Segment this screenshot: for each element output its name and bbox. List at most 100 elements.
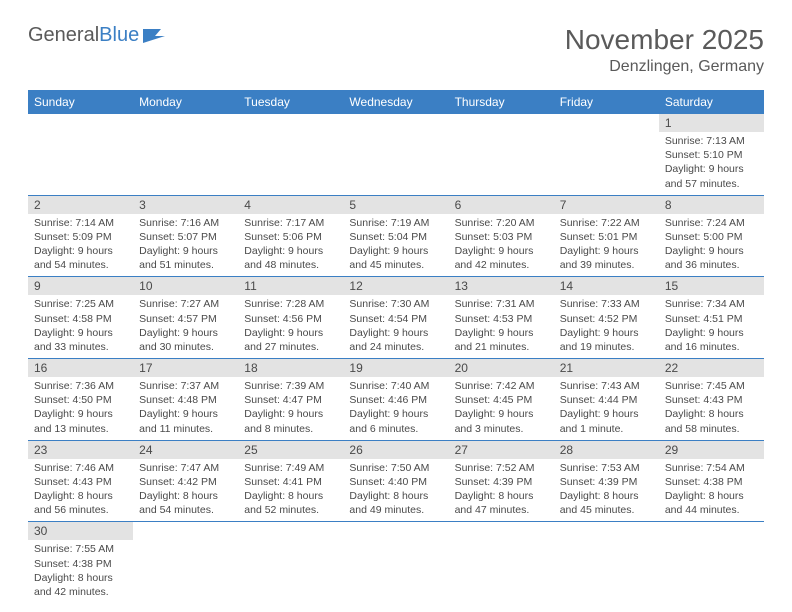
calendar-cell: 21Sunrise: 7:43 AMSunset: 4:44 PMDayligh… — [554, 359, 659, 441]
calendar-cell — [238, 114, 343, 195]
daylight-text: and 13 minutes. — [34, 422, 127, 436]
day-number: 20 — [449, 359, 554, 377]
sunrise-text: Sunrise: 7:43 AM — [560, 379, 653, 393]
day-number: 25 — [238, 441, 343, 459]
calendar-cell: 18Sunrise: 7:39 AMSunset: 4:47 PMDayligh… — [238, 359, 343, 441]
calendar-cell: 12Sunrise: 7:30 AMSunset: 4:54 PMDayligh… — [343, 277, 448, 359]
sunrise-text: Sunrise: 7:19 AM — [349, 216, 442, 230]
calendar-cell: 28Sunrise: 7:53 AMSunset: 4:39 PMDayligh… — [554, 440, 659, 522]
day-info: Sunrise: 7:31 AMSunset: 4:53 PMDaylight:… — [449, 295, 554, 358]
day-number: 15 — [659, 277, 764, 295]
calendar-cell — [659, 522, 764, 603]
sunset-text: Sunset: 4:39 PM — [455, 475, 548, 489]
day-number: 19 — [343, 359, 448, 377]
sunset-text: Sunset: 4:58 PM — [34, 312, 127, 326]
day-info: Sunrise: 7:14 AMSunset: 5:09 PMDaylight:… — [28, 214, 133, 277]
calendar-row: 23Sunrise: 7:46 AMSunset: 4:43 PMDayligh… — [28, 440, 764, 522]
calendar-cell: 23Sunrise: 7:46 AMSunset: 4:43 PMDayligh… — [28, 440, 133, 522]
weekday-header: Wednesday — [343, 90, 448, 114]
sunset-text: Sunset: 4:48 PM — [139, 393, 232, 407]
sunset-text: Sunset: 4:56 PM — [244, 312, 337, 326]
daylight-text: and 56 minutes. — [34, 503, 127, 517]
sunset-text: Sunset: 5:06 PM — [244, 230, 337, 244]
daylight-text: and 8 minutes. — [244, 422, 337, 436]
day-number: 22 — [659, 359, 764, 377]
calendar-row: 30Sunrise: 7:55 AMSunset: 4:38 PMDayligh… — [28, 522, 764, 603]
sunrise-text: Sunrise: 7:46 AM — [34, 461, 127, 475]
sunset-text: Sunset: 4:41 PM — [244, 475, 337, 489]
day-number: 13 — [449, 277, 554, 295]
calendar-cell: 4Sunrise: 7:17 AMSunset: 5:06 PMDaylight… — [238, 195, 343, 277]
calendar-cell: 11Sunrise: 7:28 AMSunset: 4:56 PMDayligh… — [238, 277, 343, 359]
day-number: 27 — [449, 441, 554, 459]
calendar-cell: 25Sunrise: 7:49 AMSunset: 4:41 PMDayligh… — [238, 440, 343, 522]
daylight-text: Daylight: 9 hours — [244, 244, 337, 258]
calendar-cell: 8Sunrise: 7:24 AMSunset: 5:00 PMDaylight… — [659, 195, 764, 277]
day-info: Sunrise: 7:22 AMSunset: 5:01 PMDaylight:… — [554, 214, 659, 277]
daylight-text: Daylight: 9 hours — [139, 244, 232, 258]
weekday-header: Saturday — [659, 90, 764, 114]
daylight-text: and 6 minutes. — [349, 422, 442, 436]
day-info: Sunrise: 7:33 AMSunset: 4:52 PMDaylight:… — [554, 295, 659, 358]
sunset-text: Sunset: 5:09 PM — [34, 230, 127, 244]
day-number: 7 — [554, 196, 659, 214]
daylight-text: and 1 minute. — [560, 422, 653, 436]
sunrise-text: Sunrise: 7:52 AM — [455, 461, 548, 475]
calendar-cell — [238, 522, 343, 603]
day-number: 16 — [28, 359, 133, 377]
sunset-text: Sunset: 4:38 PM — [34, 557, 127, 571]
daylight-text: and 11 minutes. — [139, 422, 232, 436]
day-number: 12 — [343, 277, 448, 295]
sunset-text: Sunset: 5:03 PM — [455, 230, 548, 244]
sunset-text: Sunset: 4:51 PM — [665, 312, 758, 326]
daylight-text: Daylight: 9 hours — [455, 244, 548, 258]
daylight-text: and 54 minutes. — [34, 258, 127, 272]
sunrise-text: Sunrise: 7:22 AM — [560, 216, 653, 230]
day-info: Sunrise: 7:28 AMSunset: 4:56 PMDaylight:… — [238, 295, 343, 358]
calendar-cell — [28, 114, 133, 195]
sunrise-text: Sunrise: 7:42 AM — [455, 379, 548, 393]
weekday-header: Thursday — [449, 90, 554, 114]
sunrise-text: Sunrise: 7:34 AM — [665, 297, 758, 311]
weekday-header: Friday — [554, 90, 659, 114]
daylight-text: Daylight: 9 hours — [560, 326, 653, 340]
sunrise-text: Sunrise: 7:30 AM — [349, 297, 442, 311]
day-number: 10 — [133, 277, 238, 295]
daylight-text: Daylight: 8 hours — [34, 571, 127, 585]
day-number: 3 — [133, 196, 238, 214]
calendar-cell — [133, 522, 238, 603]
calendar-cell — [343, 522, 448, 603]
daylight-text: Daylight: 9 hours — [34, 407, 127, 421]
sunrise-text: Sunrise: 7:25 AM — [34, 297, 127, 311]
calendar-cell: 26Sunrise: 7:50 AMSunset: 4:40 PMDayligh… — [343, 440, 448, 522]
daylight-text: Daylight: 9 hours — [34, 244, 127, 258]
calendar-cell: 24Sunrise: 7:47 AMSunset: 4:42 PMDayligh… — [133, 440, 238, 522]
sunset-text: Sunset: 4:44 PM — [560, 393, 653, 407]
day-info: Sunrise: 7:47 AMSunset: 4:42 PMDaylight:… — [133, 459, 238, 522]
logo: GeneralBlue — [28, 24, 169, 47]
daylight-text: and 16 minutes. — [665, 340, 758, 354]
sunrise-text: Sunrise: 7:31 AM — [455, 297, 548, 311]
sunset-text: Sunset: 4:50 PM — [34, 393, 127, 407]
day-info: Sunrise: 7:50 AMSunset: 4:40 PMDaylight:… — [343, 459, 448, 522]
calendar-cell: 22Sunrise: 7:45 AMSunset: 4:43 PMDayligh… — [659, 359, 764, 441]
day-number: 1 — [659, 114, 764, 132]
sunset-text: Sunset: 4:40 PM — [349, 475, 442, 489]
day-number: 6 — [449, 196, 554, 214]
day-info: Sunrise: 7:43 AMSunset: 4:44 PMDaylight:… — [554, 377, 659, 440]
calendar-cell: 6Sunrise: 7:20 AMSunset: 5:03 PMDaylight… — [449, 195, 554, 277]
daylight-text: Daylight: 9 hours — [665, 162, 758, 176]
daylight-text: and 3 minutes. — [455, 422, 548, 436]
daylight-text: Daylight: 8 hours — [665, 489, 758, 503]
calendar-cell: 27Sunrise: 7:52 AMSunset: 4:39 PMDayligh… — [449, 440, 554, 522]
sunset-text: Sunset: 4:47 PM — [244, 393, 337, 407]
sunset-text: Sunset: 4:42 PM — [139, 475, 232, 489]
daylight-text: and 19 minutes. — [560, 340, 653, 354]
daylight-text: Daylight: 9 hours — [560, 244, 653, 258]
sunset-text: Sunset: 4:39 PM — [560, 475, 653, 489]
sunrise-text: Sunrise: 7:17 AM — [244, 216, 337, 230]
sunset-text: Sunset: 4:45 PM — [455, 393, 548, 407]
daylight-text: Daylight: 9 hours — [349, 244, 442, 258]
daylight-text: Daylight: 9 hours — [560, 407, 653, 421]
calendar-cell: 3Sunrise: 7:16 AMSunset: 5:07 PMDaylight… — [133, 195, 238, 277]
